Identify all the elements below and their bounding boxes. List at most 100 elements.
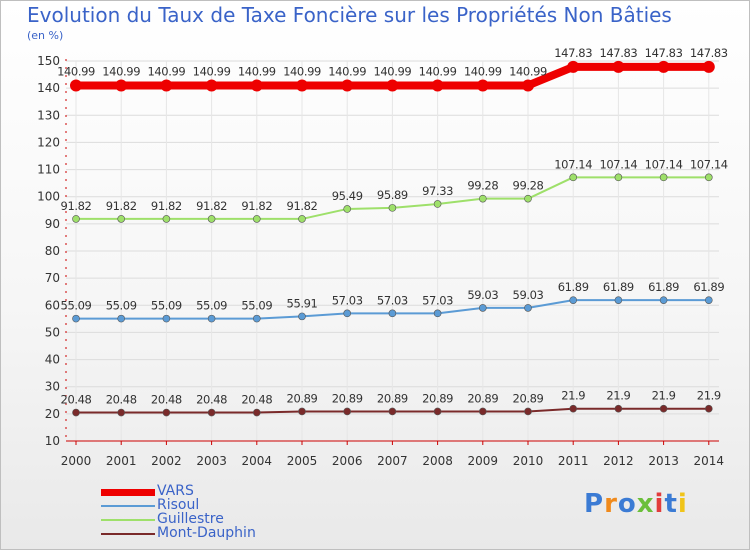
data-point — [162, 215, 171, 223]
x-tick-label: 2007 — [377, 454, 408, 468]
data-label: 140.99 — [238, 64, 276, 78]
data-label: 20.48 — [196, 393, 227, 407]
data-point — [612, 60, 625, 73]
x-tick-label: 2001 — [106, 454, 137, 468]
x-tick-label: 2006 — [332, 454, 363, 468]
data-label: 95.89 — [377, 188, 408, 202]
data-point — [659, 173, 668, 182]
data-point — [343, 407, 352, 416]
data-label: 57.03 — [422, 293, 453, 307]
data-point — [433, 200, 442, 208]
legend-item: Guillestre — [101, 511, 301, 527]
data-label: 61.89 — [693, 280, 724, 294]
data-point — [207, 314, 216, 323]
data-point — [476, 79, 489, 92]
data-label: 57.03 — [332, 293, 363, 307]
data-label: 107.14 — [599, 157, 637, 171]
data-label: 55.09 — [61, 299, 92, 313]
y-tick-label: 30 — [45, 380, 60, 394]
legend-label: Risoul — [157, 497, 200, 513]
data-point — [117, 215, 125, 223]
y-tick-label: 20 — [45, 407, 60, 421]
data-label: 107.14 — [645, 157, 683, 171]
data-label: 147.83 — [599, 46, 637, 60]
data-point — [614, 296, 623, 304]
data-point — [117, 408, 125, 417]
y-tick-label: 40 — [45, 353, 60, 367]
legend-swatch — [101, 489, 155, 496]
data-point — [386, 79, 399, 92]
data-point — [522, 79, 534, 92]
data-point — [614, 173, 623, 182]
data-label: 21.9 — [697, 389, 721, 403]
data-label: 91.82 — [287, 199, 318, 213]
data-point — [70, 79, 82, 92]
data-point — [478, 194, 487, 203]
data-point — [433, 309, 442, 318]
data-label: 97.33 — [422, 184, 453, 198]
data-point — [567, 60, 580, 73]
proxiti-logo: Proxiti — [584, 489, 688, 519]
data-label: 55.09 — [151, 299, 182, 313]
logo-letter: P — [584, 489, 605, 519]
data-point — [569, 296, 578, 304]
data-label: 20.89 — [467, 391, 498, 405]
data-label: 21.9 — [606, 389, 630, 403]
data-label: 55.09 — [241, 299, 272, 313]
data-label: 140.99 — [373, 64, 411, 78]
data-point — [614, 404, 623, 413]
y-tick-label: 120 — [37, 135, 60, 149]
data-label: 140.99 — [193, 64, 231, 78]
data-label: 20.89 — [513, 391, 544, 405]
data-point — [659, 296, 668, 304]
x-tick-label: 2013 — [648, 454, 679, 468]
legend-item: VARS — [101, 483, 301, 499]
data-label: 57.03 — [377, 293, 408, 307]
data-point — [250, 79, 263, 92]
legend-item: Mont-Dauphin — [101, 525, 301, 541]
data-label: 140.99 — [102, 64, 140, 78]
data-label: 21.9 — [561, 389, 585, 403]
data-point — [115, 79, 128, 92]
x-tick-label: 2000 — [61, 454, 92, 468]
data-label: 20.89 — [422, 391, 453, 405]
data-label: 91.82 — [151, 199, 182, 213]
data-label: 140.99 — [57, 64, 95, 78]
data-label: 91.82 — [196, 199, 227, 213]
legend-label: Guillestre — [157, 511, 224, 527]
data-label: 147.83 — [645, 46, 683, 60]
data-point — [388, 309, 397, 318]
data-label: 61.89 — [603, 280, 634, 294]
data-point — [160, 79, 173, 92]
data-point — [72, 408, 80, 417]
logo-letter: i — [654, 489, 665, 519]
data-label: 99.28 — [467, 179, 498, 193]
y-tick-label: 100 — [37, 190, 60, 204]
data-label: 140.99 — [283, 64, 321, 78]
data-label: 140.99 — [509, 64, 547, 78]
data-label: 107.14 — [690, 157, 728, 171]
data-point — [343, 309, 352, 318]
legend-item: Risoul — [101, 497, 301, 513]
data-point — [659, 404, 668, 413]
y-tick-label: 110 — [37, 163, 60, 177]
y-tick-label: 10 — [45, 434, 60, 448]
data-label: 61.89 — [648, 280, 679, 294]
data-label: 147.83 — [554, 46, 592, 60]
x-tick-label: 2010 — [513, 454, 544, 468]
y-tick-label: 50 — [45, 325, 60, 339]
data-label: 21.9 — [652, 389, 676, 403]
data-point — [72, 314, 80, 323]
x-tick-label: 2005 — [287, 454, 318, 468]
data-label: 20.48 — [241, 393, 272, 407]
x-tick-label: 2011 — [558, 454, 589, 468]
data-point — [162, 408, 171, 417]
x-tick-label: 2003 — [196, 454, 227, 468]
legend-swatch — [101, 505, 155, 507]
data-point — [253, 408, 261, 417]
data-point — [431, 79, 444, 92]
legend-label: VARS — [157, 483, 194, 499]
data-point — [702, 60, 715, 73]
